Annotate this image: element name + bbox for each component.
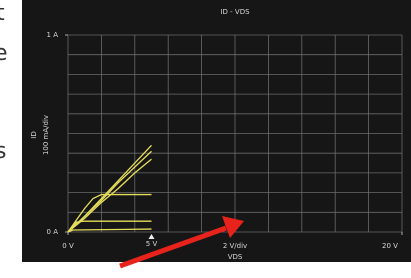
chart-title: ID - VDS: [220, 8, 250, 16]
screenshot: t e s ID - VDS ID 100 mA/div 2 V/div VDS…: [0, 0, 411, 278]
y-tick-label: 0 A: [47, 228, 59, 236]
side-text: e: [0, 41, 8, 66]
display-panel: [22, 0, 411, 262]
x-label: VDS: [228, 253, 243, 261]
x-scale-label: 2 V/div: [223, 242, 247, 250]
x-tick-label: 0 V: [62, 242, 74, 250]
x-tick-label: 20 V: [382, 242, 398, 250]
y-scale-label: 100 mA/div: [42, 115, 50, 155]
y-label: ID: [30, 131, 38, 138]
marker-label: 5 V: [146, 240, 158, 248]
side-text: t: [0, 1, 5, 26]
page: {"side_text": ["t", "e", "s"], "chart_da…: [0, 0, 411, 278]
y-tick-label: 1 A: [47, 31, 59, 39]
side-text: s: [0, 139, 6, 164]
